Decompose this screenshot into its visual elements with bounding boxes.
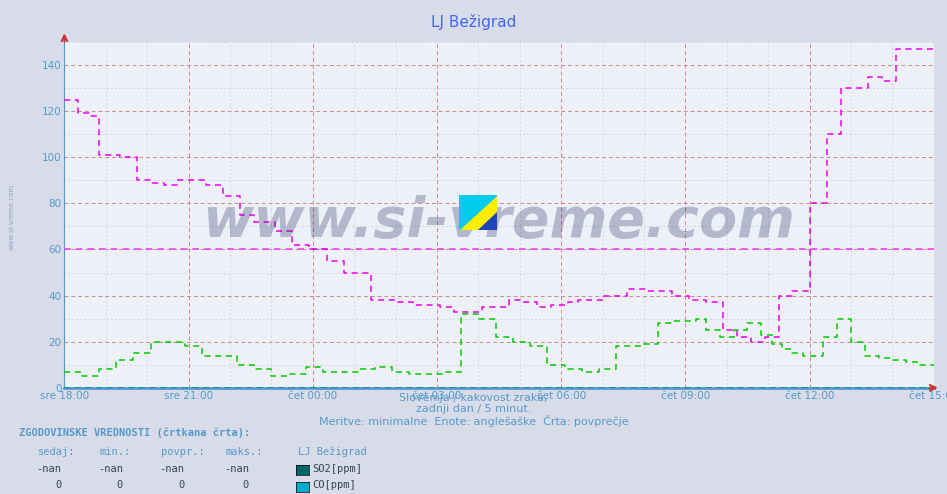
Polygon shape	[478, 212, 497, 230]
Polygon shape	[459, 195, 497, 230]
Text: 0: 0	[178, 480, 185, 490]
Text: -nan: -nan	[160, 464, 185, 474]
Text: CO[ppm]: CO[ppm]	[313, 480, 356, 490]
Polygon shape	[459, 195, 497, 230]
Text: ZGODOVINSKE VREDNOSTI (črtkana črta):: ZGODOVINSKE VREDNOSTI (črtkana črta):	[19, 427, 250, 438]
Text: 0: 0	[116, 480, 123, 490]
Text: zadnji dan / 5 minut.: zadnji dan / 5 minut.	[416, 404, 531, 413]
Text: www.si-vreme.com: www.si-vreme.com	[9, 184, 14, 250]
Text: -nan: -nan	[224, 464, 249, 474]
Text: SO2[ppm]: SO2[ppm]	[313, 464, 363, 474]
Text: -nan: -nan	[37, 464, 62, 474]
Text: 0: 0	[55, 480, 62, 490]
Text: LJ Bežigrad: LJ Bežigrad	[298, 447, 367, 457]
Text: povpr.:: povpr.:	[161, 448, 205, 457]
Text: Meritve: minimalne  Enote: anglešaške  Črta: povprečje: Meritve: minimalne Enote: anglešaške Črt…	[319, 415, 628, 427]
Text: maks.:: maks.:	[225, 448, 263, 457]
Text: LJ Bežigrad: LJ Bežigrad	[431, 14, 516, 30]
Text: Slovenija / kakovost zraka,: Slovenija / kakovost zraka,	[400, 393, 547, 403]
Text: 0: 0	[242, 480, 249, 490]
Text: sedaj:: sedaj:	[38, 448, 76, 457]
Text: min.:: min.:	[99, 448, 131, 457]
Text: -nan: -nan	[98, 464, 123, 474]
Text: www.si-vreme.com: www.si-vreme.com	[203, 195, 795, 249]
